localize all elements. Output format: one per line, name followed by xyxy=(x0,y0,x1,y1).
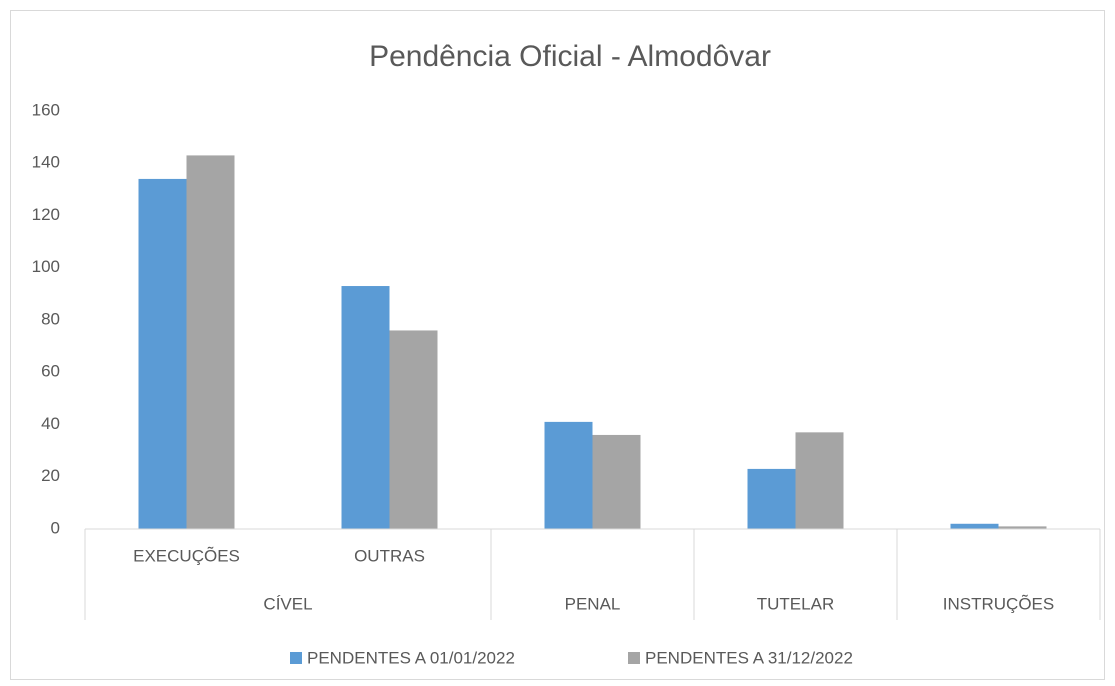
y-tick-label: 120 xyxy=(32,205,60,224)
bar xyxy=(747,468,796,529)
x-tick-label: OUTRAS xyxy=(354,546,425,565)
y-tick-label: 160 xyxy=(32,100,60,119)
legend-label: PENDENTES A 01/01/2022 xyxy=(307,648,515,667)
x-group-label: TUTELAR xyxy=(757,594,834,613)
bar xyxy=(592,434,641,529)
y-tick-label: 140 xyxy=(32,153,60,172)
y-tick-label: 0 xyxy=(51,518,60,537)
bar xyxy=(341,286,390,529)
legend-swatch xyxy=(290,652,302,664)
chart-title: Pendência Oficial - Almodôvar xyxy=(369,40,771,73)
y-tick-label: 60 xyxy=(41,362,60,381)
y-tick-label: 40 xyxy=(41,414,60,433)
x-group-label: INSTRUÇÕES xyxy=(943,594,1054,613)
bar xyxy=(795,432,844,529)
x-tick-label: EXECUÇÕES xyxy=(133,546,240,565)
bar xyxy=(186,155,235,529)
bar xyxy=(138,178,187,530)
bar xyxy=(998,526,1047,529)
y-tick-label: 20 xyxy=(41,466,60,485)
y-tick-label: 80 xyxy=(41,309,60,328)
x-group-label: PENAL xyxy=(565,594,621,613)
y-tick-label: 100 xyxy=(32,257,60,276)
bar xyxy=(544,421,593,529)
bar xyxy=(950,523,999,529)
legend-label: PENDENTES A 31/12/2022 xyxy=(645,648,853,667)
x-group-label: CÍVEL xyxy=(263,594,312,613)
legend-swatch xyxy=(628,652,640,664)
bar xyxy=(389,330,438,529)
